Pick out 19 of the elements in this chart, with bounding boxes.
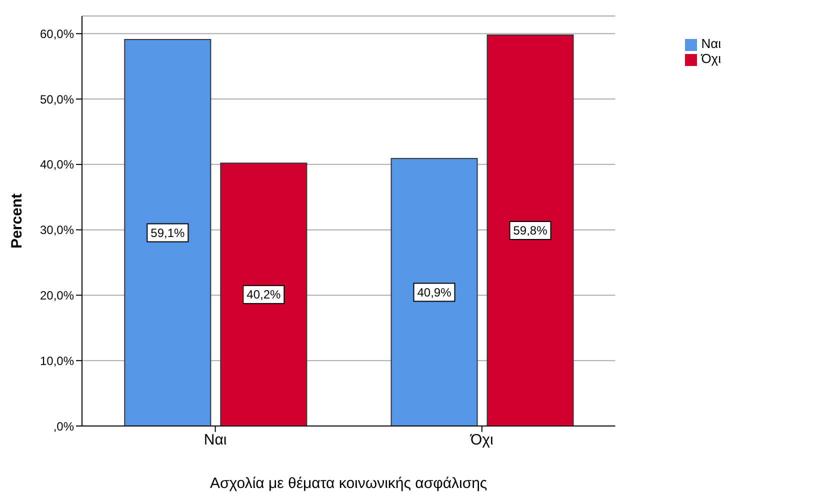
- bar: [390, 158, 478, 426]
- y-tick-label: 10,0%: [40, 354, 74, 368]
- legend-label: Ναι: [701, 36, 721, 51]
- data-label: 40,9%: [417, 285, 452, 300]
- y-tick-label: 60,0%: [40, 26, 74, 41]
- y-axis-title: Percent: [8, 193, 26, 249]
- y-tick-label: ,0%: [53, 419, 74, 434]
- bar: [220, 162, 308, 426]
- x-axis-title: Ασχολία με θέματα κοινωνικής ασφάλισης: [210, 475, 488, 492]
- data-label: 59,8%: [513, 223, 548, 238]
- y-tick-label: 50,0%: [40, 92, 74, 106]
- y-tick-label: 30,0%: [40, 223, 74, 238]
- data-label: 59,1%: [150, 226, 185, 240]
- y-tick-label: 40,0%: [40, 158, 74, 172]
- y-tick-label: 20,0%: [40, 288, 74, 302]
- data-label: 40,2%: [246, 288, 281, 302]
- legend-label: Όχι: [701, 51, 721, 66]
- bar: [486, 34, 574, 426]
- bar: [124, 39, 212, 426]
